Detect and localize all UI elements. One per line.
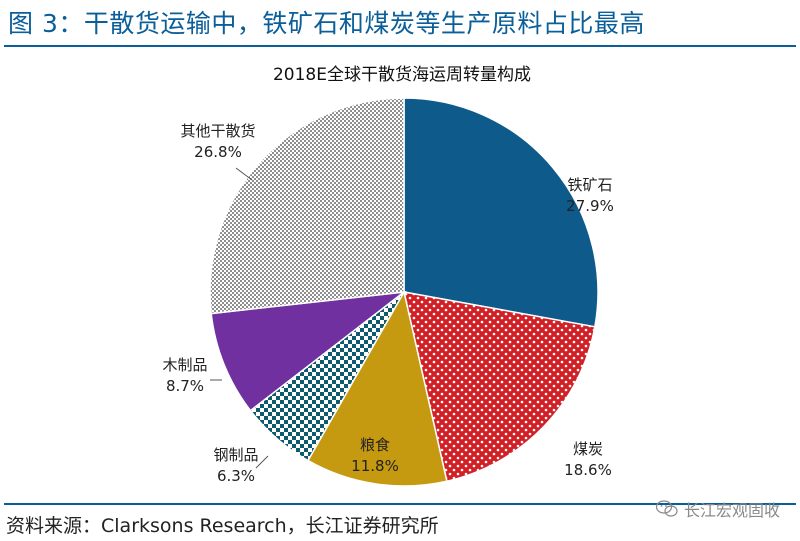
pie-slice-other <box>209 97 405 315</box>
slice-name-steel: 钢制品 <box>213 446 258 464</box>
slice-name-wood: 木制品 <box>162 356 207 374</box>
slice-value-other: 26.8% <box>194 143 242 161</box>
pie-slice-coal <box>403 291 596 483</box>
slice-name-other: 其他干散货 <box>180 122 255 140</box>
source-note: 资料来源：Clarksons Research，长江证券研究所 <box>6 515 439 537</box>
title-divider <box>4 45 796 47</box>
slice-value-iron-ore: 27.9% <box>566 197 614 215</box>
leader-line-steel <box>255 455 269 469</box>
watermark: 长江宏观固收 <box>655 497 780 521</box>
slice-value-coal: 18.6% <box>564 461 612 479</box>
slice-name-coal: 煤炭 <box>573 440 603 458</box>
pie-chart: 2018E全球干散货海运周转量构成 铁矿石 27.9% 煤炭 18.6% 粮食 11.8%… <box>162 65 614 487</box>
pie-slice-wood <box>210 290 407 412</box>
pie-slice-grain <box>306 289 448 487</box>
pie-slice-iron-ore <box>403 97 599 328</box>
slice-name-iron-ore: 铁矿石 <box>567 176 612 194</box>
slice-name-grain: 粮食 <box>360 436 390 454</box>
figure-title: 图 3：干散货运输中，铁矿石和煤炭等生产原料占比最高 <box>8 9 645 38</box>
slice-value-wood: 8.7% <box>166 377 204 395</box>
slice-value-steel: 6.3% <box>217 467 255 485</box>
source-divider <box>4 503 796 505</box>
slice-value-grain: 11.8% <box>351 457 399 475</box>
wechat-icon <box>655 500 678 517</box>
watermark-text: 长江宏观固收 <box>683 501 780 520</box>
leader-line-other <box>235 167 253 181</box>
chart-title: 2018E全球干散货海运周转量构成 <box>273 65 531 85</box>
